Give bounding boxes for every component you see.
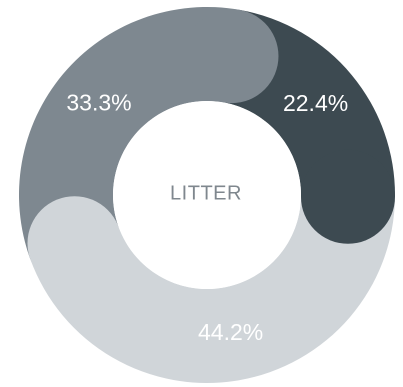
slice-label-2: 44.2% <box>198 319 263 345</box>
slice-1-cap <box>300 149 395 244</box>
slice-2-cap <box>27 196 122 291</box>
slice-3-cap <box>184 9 279 104</box>
labels-group: 22.4% 44.2% 33.3% <box>66 89 348 345</box>
donut-hole <box>113 101 301 289</box>
center-label: LITTER <box>170 182 242 204</box>
slice-label-1: 22.4% <box>283 90 348 116</box>
slices-group <box>18 7 395 383</box>
slice-3 <box>18 7 240 260</box>
slice-label-3: 33.3% <box>66 89 131 115</box>
